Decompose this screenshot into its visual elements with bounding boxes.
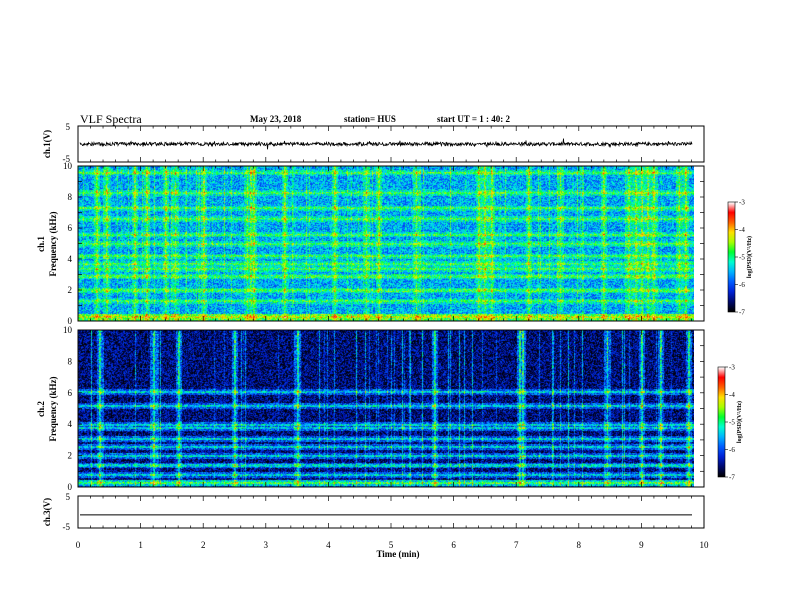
- ch1-spectrogram-panel: 0 2 4 6 8 10 ch.1 Frequency (kHz): [36, 161, 705, 326]
- colorbar-tick-label: -4: [739, 226, 745, 234]
- frequency-tick-label: 0: [68, 316, 73, 326]
- time-axis-tick-label: 5: [389, 540, 394, 550]
- frequency-tick-label: 8: [68, 192, 73, 202]
- frequency-tick-label: 4: [68, 419, 73, 429]
- frequency-tick-label: 4: [68, 254, 73, 264]
- frequency-tick-label: 10: [63, 325, 73, 335]
- frequency-tick-label: 0: [68, 482, 73, 492]
- frequency-tick-label: 2: [68, 285, 73, 295]
- ch2-spectrogram-ticks: [77, 329, 705, 488]
- ch3-waveform-background: [78, 496, 704, 528]
- colorbar-tick-label: -3: [739, 199, 745, 207]
- colorbar-tick-label: -5: [739, 254, 745, 262]
- ch3-y-tick-5: 5: [66, 492, 71, 502]
- colorbar-tick-label: -6: [739, 281, 745, 289]
- ch3-waveform-ticks: [77, 496, 705, 528]
- frequency-tick-label: 8: [68, 356, 73, 366]
- frequency-tick-label: 6: [68, 223, 73, 233]
- ch2-colorbar-label: log(PSD)(V²/Hz): [736, 401, 743, 443]
- time-axis-tick-label: 7: [514, 540, 519, 550]
- frequency-tick-label: 10: [63, 161, 73, 171]
- ch3-waveform-ylabel: ch.3(V): [42, 498, 52, 526]
- colorbar-tick-label: -3: [729, 364, 735, 372]
- start-time-label: start UT = 1 : 40: 2: [437, 114, 510, 124]
- ch2-colorbar-gradient: [718, 367, 725, 477]
- ch2-colorbar: -3 -4 -5 -6 -7 log(PSD)(V²/Hz): [717, 364, 743, 482]
- colorbar-tick-label: -5: [729, 419, 735, 427]
- ch2-colorbar-ticks: -3 -4 -5 -6 -7: [725, 364, 735, 482]
- ch2-spectrogram-image: [78, 330, 694, 487]
- ch1-spectrogram-image: [78, 166, 694, 321]
- colorbar-tick-label: -7: [739, 309, 745, 317]
- ch2-spectrogram-channel-label: ch.2: [36, 401, 46, 417]
- ch2-spectrogram-ylabel: Frequency (kHz): [48, 376, 58, 441]
- time-axis-tick-labels: 0 1 2 3 4 5 6 7 8 9 10: [76, 540, 709, 550]
- ch1-colorbar-ticks: -3 -4 -5 -6 -7: [735, 199, 745, 317]
- time-axis-tick-label: 1: [138, 540, 143, 550]
- ch2-spectrogram-y-tick-labels: 0 2 4 6 8 10: [63, 325, 73, 492]
- colorbar-tick-label: -6: [729, 446, 735, 454]
- ch1-spectrogram-ylabel: Frequency (kHz): [48, 211, 58, 276]
- ch1-waveform-panel: 5 -5 ch.1(V): [42, 122, 705, 164]
- ch1-colorbar: -3 -4 -5 -6 -7 log(PSD)(V²/Hz): [727, 199, 753, 317]
- ch1-spectrogram-channel-label: ch.1: [36, 236, 46, 252]
- header: VLF Spectra May 23, 2018 station= HUS st…: [80, 112, 510, 126]
- frequency-tick-label: 2: [68, 451, 73, 461]
- ch3-waveform-panel: 5 -5 ch.3(V): [42, 492, 705, 532]
- station-label: station= HUS: [344, 114, 396, 124]
- ch1-waveform-trace: [79, 138, 693, 150]
- ch1-waveform-ylabel: ch.1(V): [42, 130, 52, 158]
- time-axis: 0 1 2 3 4 5 6 7 8 9 10 Time (min): [76, 540, 709, 559]
- colorbar-tick-label: -4: [729, 391, 735, 399]
- time-axis-tick-label: 8: [577, 540, 582, 550]
- date-label: May 23, 2018: [250, 114, 302, 124]
- ch1-y-tick-minus5: -5: [63, 154, 71, 164]
- ch1-y-tick-5: 5: [66, 122, 71, 132]
- chart-title: VLF Spectra: [80, 112, 142, 126]
- ch1-spectrogram-y-tick-labels: 0 2 4 6 8 10: [63, 161, 73, 326]
- time-axis-tick-label: 3: [264, 540, 269, 550]
- ch1-colorbar-label: log(PSD)(V²/Hz): [746, 236, 753, 278]
- ch2-spectrogram-panel: 0 2 4 6 8 10 ch.2 Frequency (kHz): [36, 325, 705, 492]
- time-axis-tick-label: 2: [201, 540, 206, 550]
- time-axis-tick-label: 10: [700, 540, 710, 550]
- ch1-spectrogram-ticks: [77, 165, 705, 322]
- time-axis-tick-label: 9: [639, 540, 644, 550]
- time-axis-label: Time (min): [376, 549, 419, 559]
- ch1-waveform-ticks: [77, 126, 705, 162]
- ch1-colorbar-gradient: [728, 202, 735, 312]
- colorbar-tick-label: -7: [729, 474, 735, 482]
- time-axis-tick-label: 6: [451, 540, 456, 550]
- time-axis-tick-label: 4: [326, 540, 331, 550]
- time-axis-tick-label: 0: [76, 540, 81, 550]
- frequency-tick-label: 6: [68, 388, 73, 398]
- ch3-y-tick-minus5: -5: [63, 522, 71, 532]
